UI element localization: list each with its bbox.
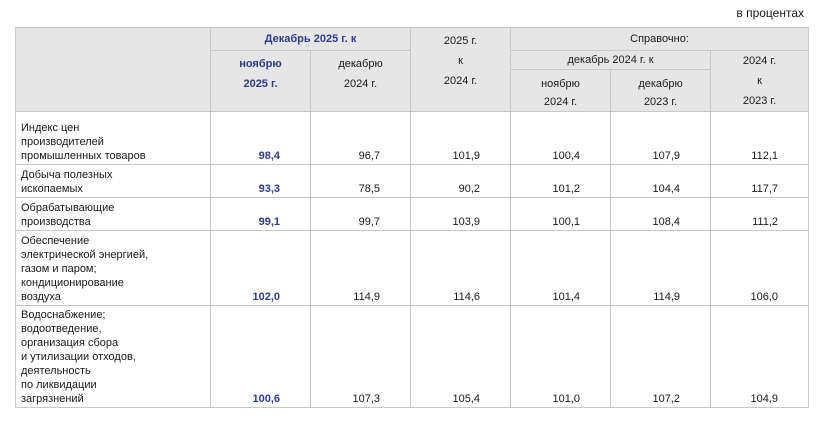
row-label: Обрабатывающие производства (15, 197, 211, 231)
table-row: Водоснабжение; водоотведение, организаци… (15, 305, 810, 408)
cell-dec2024: 114,9 (309, 230, 412, 306)
row-label-line: ископаемых (21, 183, 83, 195)
header-2024-vs-2023: 2024 г. к 2023 г. (710, 50, 810, 112)
cell-dec2024: 99,7 (309, 197, 412, 231)
cell-2024-vs-2023: 111,2 (710, 197, 810, 231)
header-nov2025-line1: ноябрю (239, 58, 282, 70)
row-label-line: производства (21, 216, 91, 228)
header-corner (15, 27, 211, 112)
cell-nov2024: 101,4 (510, 230, 612, 306)
cell-dec2024: 96,7 (309, 111, 412, 165)
header-dec2023: декабрю 2023 г. (610, 69, 712, 112)
row-label-line: Индекс цен (21, 122, 80, 134)
header-dec2024-line2: 2024 г. (343, 78, 378, 90)
cell-2024-vs-2023: 117,7 (710, 164, 810, 198)
row-label-line: Обрабатывающие (21, 202, 115, 214)
row-label-line: промышленных товаров (21, 150, 146, 162)
row-label-line: загрязнений (21, 393, 84, 405)
row-label-line: производителей (21, 136, 104, 148)
header-nov2025: ноябрю 2025 г. (210, 50, 311, 112)
cell-2025-vs-2024: 90,2 (410, 164, 512, 198)
cell-nov2024: 101,0 (510, 305, 612, 408)
cell-nov2025: 102,0 (210, 230, 311, 306)
table-row: Добыча полезных ископаемых 93,3 78,5 90,… (15, 164, 810, 198)
cell-nov2024: 101,2 (510, 164, 612, 198)
row-label-line: электрической энергией, (21, 249, 149, 261)
cell-nov2024: 100,1 (510, 197, 612, 231)
header-dec2024-line1: декабрю (338, 58, 383, 70)
row-label-line: водоотведение, (21, 323, 102, 335)
row-label-line: Обеспечение (21, 235, 90, 247)
header-nov2024-line2: 2024 г. (543, 96, 578, 108)
table-row: Индекс цен производителей промышленных т… (15, 111, 810, 165)
header-nov2024-line1: ноябрю (541, 78, 580, 90)
header-dec2024: декабрю 2024 г. (309, 50, 412, 112)
cell-nov2024: 100,4 (510, 111, 612, 165)
cell-dec2024: 107,3 (309, 305, 412, 408)
header-group-dec2025: Декабрь 2025 г. к (209, 27, 412, 51)
row-label-line: по ликвидации (21, 379, 97, 391)
row-label-line: воздуха (21, 291, 61, 303)
table-row: Обрабатывающие производства 99,1 99,7 10… (15, 197, 810, 231)
cell-nov2025: 98,4 (210, 111, 311, 165)
cell-2024-vs-2023: 106,0 (710, 230, 810, 306)
header-2025-vs-2024-line3: 2024 г. (443, 75, 478, 87)
header-2024-vs-2023-line1: 2024 г. (742, 55, 777, 67)
header-2025-vs-2024-line1: 2025 г. (443, 35, 478, 47)
header-2025-vs-2024-line2: к (458, 55, 463, 67)
header-2024-vs-2023-line3: 2023 г. (742, 95, 777, 107)
cell-dec2023: 114,9 (610, 230, 712, 306)
row-label: Индекс цен производителей промышленных т… (15, 111, 211, 165)
cell-2025-vs-2024: 114,6 (410, 230, 512, 306)
units-note: в процентах (736, 6, 804, 20)
cell-nov2025: 93,3 (210, 164, 311, 198)
header-subgroup-dec2024: декабрь 2024 г. к (510, 50, 712, 70)
header-group-reference: Справочно: (510, 27, 810, 51)
header-nov2025-line2: 2025 г. (243, 78, 278, 90)
row-label-line: Добыча полезных (21, 169, 113, 181)
header-dec2023-line1: декабрю (638, 78, 683, 90)
cell-dec2024: 78,5 (309, 164, 412, 198)
cell-dec2023: 108,4 (610, 197, 712, 231)
cell-2025-vs-2024: 103,9 (410, 197, 512, 231)
price-index-table: Декабрь 2025 г. к 2025 г. к 2024 г. Спра… (15, 27, 810, 408)
header-dec2023-line2: 2023 г. (643, 96, 678, 108)
row-label-line: и утилизации отходов, (21, 351, 136, 363)
cell-dec2023: 104,4 (610, 164, 712, 198)
table-row: Обеспечение электрической энергией, газо… (15, 230, 810, 306)
header-2025-vs-2024: 2025 г. к 2024 г. (410, 27, 512, 112)
header-2024-vs-2023-line2: к (757, 75, 762, 87)
row-label-line: кондиционирование (21, 277, 124, 289)
row-label-line: Водоснабжение; (21, 309, 106, 321)
cell-dec2023: 107,2 (610, 305, 712, 408)
cell-2024-vs-2023: 112,1 (710, 111, 810, 165)
row-label: Водоснабжение; водоотведение, организаци… (15, 305, 211, 408)
cell-2024-vs-2023: 104,9 (710, 305, 810, 408)
cell-2025-vs-2024: 105,4 (410, 305, 512, 408)
row-label-line: газом и паром; (21, 263, 97, 275)
header-nov2024: ноябрю 2024 г. (510, 69, 612, 112)
cell-nov2025: 100,6 (210, 305, 311, 408)
cell-dec2023: 107,9 (610, 111, 712, 165)
row-label-line: организация сбора (21, 337, 119, 349)
cell-2025-vs-2024: 101,9 (410, 111, 512, 165)
row-label-line: деятельность (21, 365, 91, 377)
row-label: Добыча полезных ископаемых (15, 164, 211, 198)
cell-nov2025: 99,1 (210, 197, 311, 231)
row-label: Обеспечение электрической энергией, газо… (15, 230, 211, 306)
